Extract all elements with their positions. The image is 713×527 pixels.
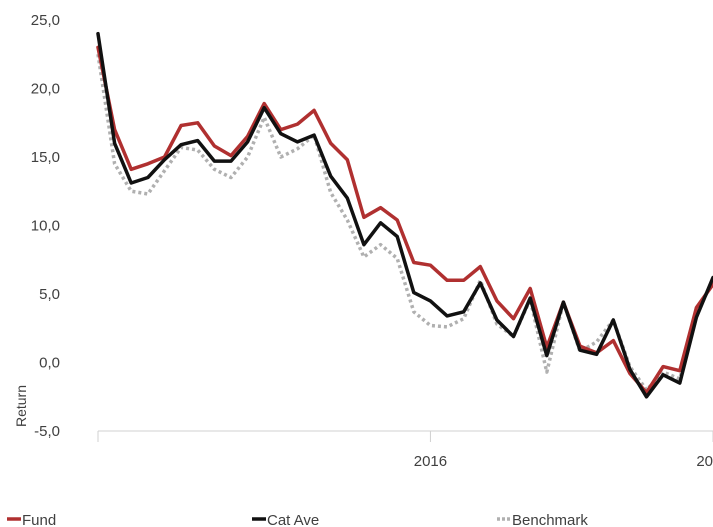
y-axis-ticks: 25,0 20,0 15,0 10,0 5,0 0,0 -5,0: [31, 12, 60, 440]
y-tick-label: 20,0: [31, 81, 60, 98]
series-line-benchmark: [96, 54, 713, 392]
legend-label-benchmark: Benchmark: [512, 512, 588, 527]
y-tick-label: 0,0: [39, 355, 60, 372]
legend-label-fund: Fund: [22, 512, 56, 527]
series-line-fund: [96, 45, 713, 395]
x-tick-label: 2016: [414, 453, 447, 470]
y-tick-label: 10,0: [31, 218, 60, 235]
y-tick-label: -5,0: [34, 423, 60, 440]
legend-label-cat-ave: Cat Ave: [267, 512, 319, 527]
y-tick-label: 5,0: [39, 286, 60, 303]
y-tick-label: 15,0: [31, 149, 60, 166]
x-tick-label: 2021: [696, 453, 713, 470]
legend: Fund Cat Ave Benchmark: [7, 512, 588, 527]
x-axis: 2016 2021: [97, 430, 713, 470]
y-axis-title: Return: [13, 385, 29, 427]
y-tick-label: 25,0: [31, 12, 60, 29]
series-line-cat-ave: [96, 31, 713, 399]
series-lines: [96, 31, 713, 399]
